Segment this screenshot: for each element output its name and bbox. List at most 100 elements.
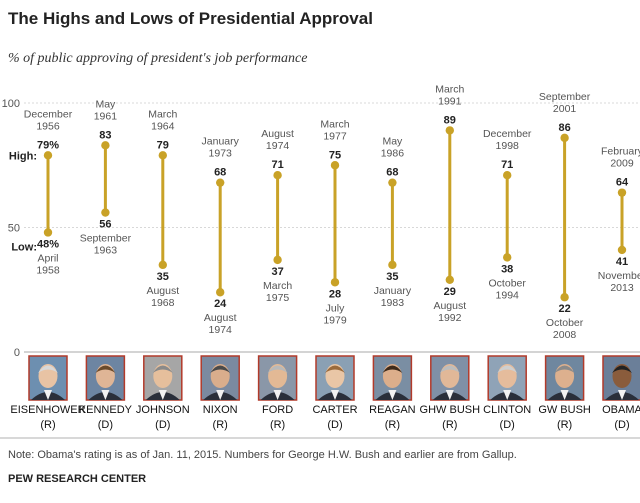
high-date-month: December — [483, 128, 532, 140]
low-point — [388, 260, 397, 270]
high-date-month: May — [382, 136, 403, 148]
low-date-month: August — [204, 312, 237, 324]
y-axis: 0 50 100 — [2, 98, 640, 359]
low-point — [445, 275, 454, 284]
low-value-label: 41 — [616, 256, 628, 268]
high-value-label: 79 — [157, 139, 169, 151]
low-date-year: 1958 — [36, 264, 60, 276]
low-date-year: 2008 — [553, 329, 577, 341]
portrait-hair — [210, 365, 231, 373]
y-tick-label-100: 100 — [2, 98, 20, 110]
high-value-label: 75 — [329, 149, 341, 161]
low-date-month: November — [598, 270, 640, 282]
president-name: EISENHOWER — [10, 404, 85, 416]
high-date-month: March — [320, 118, 349, 130]
high-point — [43, 151, 53, 160]
low-value-label: 29 — [444, 286, 456, 298]
low-point — [273, 255, 282, 265]
low-date-month: January — [374, 285, 412, 297]
high-date-year: 1956 — [36, 120, 60, 132]
president-name: OBAMA — [602, 404, 640, 416]
portrait-johnson: JOHNSON (D) — [136, 355, 190, 431]
low-date-month: October — [546, 317, 584, 329]
portrait-gw-bush: GW BUSH (R) — [538, 355, 591, 431]
low-date-year: 1968 — [151, 297, 175, 309]
high-date-month: September — [539, 91, 591, 103]
portrait-hair — [554, 365, 575, 373]
president-name: CLINTON — [483, 404, 531, 416]
low-value-label: 38 — [501, 263, 513, 275]
high-value-label: 64 — [616, 177, 629, 189]
high-date-year: 1973 — [209, 148, 233, 160]
portrait-reagan: REAGAN (R) — [369, 355, 416, 431]
chart-title: The Highs and Lows of Presidential Appro… — [8, 9, 373, 28]
portrait-shirt — [445, 390, 454, 400]
president-party: (R) — [385, 419, 400, 431]
low-value-label: 48% — [37, 238, 59, 250]
high-date-year: 2009 — [610, 158, 634, 170]
president-name: NIXON — [203, 404, 238, 416]
low-legend-label: Low: — [11, 241, 37, 253]
president-party: (D) — [614, 419, 629, 431]
high-point — [216, 178, 225, 187]
high-point — [158, 151, 167, 160]
portrait-hair — [382, 365, 403, 373]
portrait-hair — [612, 365, 632, 373]
portrait-hair — [38, 365, 58, 373]
portrait-hair — [95, 365, 116, 373]
footer-source: PEW RESEARCH CENTER — [8, 473, 146, 485]
low-date-month: July — [326, 302, 345, 314]
high-value-label: 89 — [444, 114, 456, 126]
high-value-label: 71 — [271, 159, 283, 171]
low-date-month: August — [433, 300, 466, 312]
high-point — [445, 126, 454, 135]
low-date-month: September — [80, 233, 132, 245]
low-date-year: 2013 — [610, 282, 634, 294]
high-date-year: 1974 — [266, 140, 290, 152]
low-date-month: April — [37, 252, 58, 264]
portrait-shirt — [101, 390, 110, 400]
low-point — [503, 253, 512, 262]
portrait-shirt — [273, 390, 282, 400]
high-date-year: 1977 — [323, 130, 347, 142]
portrait-ford: FORD (R) — [257, 355, 298, 431]
low-point — [560, 293, 569, 302]
low-date-month: March — [263, 280, 292, 292]
low-date-month: August — [146, 285, 179, 297]
high-date-month: February — [601, 146, 640, 158]
low-value-label: 37 — [271, 266, 283, 278]
portrait-shirt — [388, 390, 397, 400]
high-point — [560, 133, 569, 143]
president-name: JOHNSON — [136, 404, 190, 416]
high-value-label: 68 — [214, 167, 226, 179]
portrait-obama: OBAMA (D) — [602, 355, 640, 431]
portrait-shirt — [44, 390, 52, 400]
portrait-hair — [267, 365, 288, 373]
high-value-label: 71 — [501, 159, 513, 171]
low-value-label: 56 — [99, 219, 111, 231]
low-point — [101, 208, 110, 217]
president-name: CARTER — [312, 404, 357, 416]
president-name: REAGAN — [369, 404, 416, 416]
y-tick-label-50: 50 — [8, 223, 20, 235]
high-value-label: 79% — [37, 139, 59, 151]
portraits: EISENHOWER (R) KENNEDY (D) JOHNSON (D) NIXON (R… — [10, 355, 640, 431]
high-date-month: March — [148, 108, 177, 120]
high-date-year: 1991 — [438, 95, 462, 107]
high-date-month: January — [202, 136, 240, 148]
high-date-year: 2001 — [553, 103, 577, 115]
president-party: (R) — [213, 419, 228, 431]
high-legend-label: High: — [9, 150, 37, 162]
president-party: (D) — [500, 419, 515, 431]
president-name: KENNEDY — [79, 404, 133, 416]
high-point — [330, 161, 340, 170]
y-tick-label-0: 0 — [14, 347, 20, 359]
portrait-hair — [439, 365, 460, 373]
portrait-shirt — [216, 390, 225, 400]
president-name: GW BUSH — [538, 404, 591, 416]
